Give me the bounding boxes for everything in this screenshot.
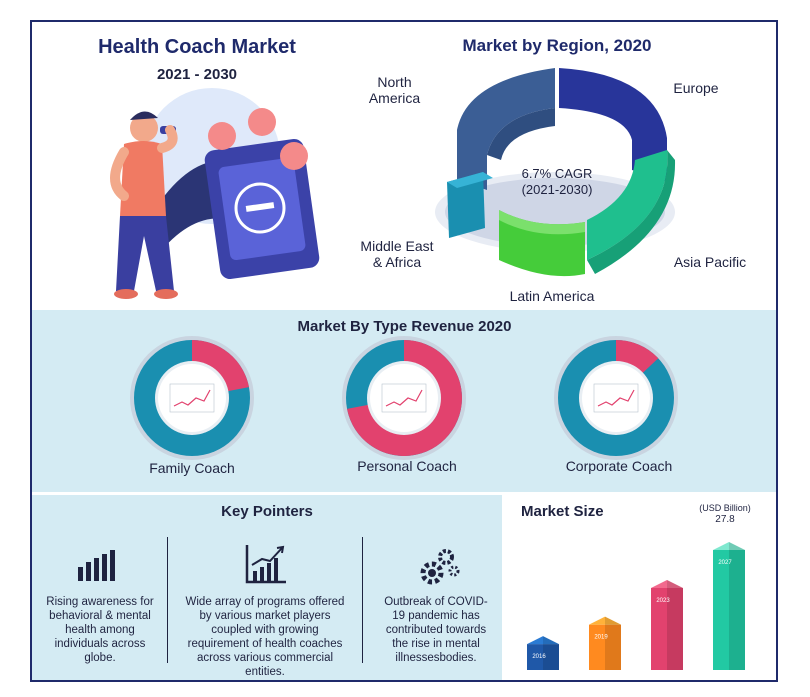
mini-chart-icon (169, 383, 215, 413)
page-title: Health Coach Market (98, 36, 296, 58)
bar-label-2027: 2027 (718, 560, 732, 566)
market-size-unit: (USD Billion) (699, 503, 751, 513)
bar-side-2023 (667, 579, 683, 670)
type-revenue-title: Market By Type Revenue 2020 (297, 318, 512, 335)
mini-chart-line (385, 389, 423, 407)
market-size-title: Market Size (521, 503, 604, 520)
pointer-divider-2 (362, 537, 363, 663)
growth-chart-icon (245, 545, 286, 584)
mini-chart-line (597, 389, 635, 407)
bar-2019 (589, 624, 621, 670)
top-section: Health Coach Market 2021 - 2030 (32, 22, 776, 307)
bar-label-2016: 2016 (532, 654, 546, 660)
infographic-frame: Health Coach Market 2021 - 2030 (30, 20, 778, 682)
pointer-text-3: Outbreak of COVID-19 pandemic has contri… (384, 596, 488, 664)
bar-top-2023 (651, 579, 683, 588)
pointer-text-2: Wide array of programs offered by variou… (185, 596, 345, 678)
bar-2027 (713, 550, 745, 670)
cagr-period: (2021-2030) (522, 182, 593, 197)
period-label: 2021 - 2030 (156, 66, 238, 83)
bar-chart-icon (78, 550, 115, 581)
mini-chart-icon (381, 383, 427, 413)
label-middle-east-africa: Middle East & Africa (342, 238, 452, 270)
bar-top-2027 (713, 542, 745, 550)
trainer-pants (116, 216, 174, 291)
label-personal-coach: Personal Coach (357, 458, 457, 474)
bar-side-2016 (543, 636, 559, 670)
heart-rate-icon (208, 122, 236, 150)
bar-2016 (527, 644, 559, 670)
bar-side-2027 (729, 542, 745, 670)
bar-label-2023: 2023 (656, 598, 670, 604)
segment-north-america (457, 68, 555, 190)
apple-icon (280, 142, 308, 170)
gears-icon (420, 549, 460, 585)
segment-asia-pacific (587, 150, 668, 260)
region-donut-chart: 6.7% CAGR (2021-2030) (435, 68, 676, 277)
market-size-bar-chart: 2016 2019 2023 2027 (527, 542, 745, 670)
segment-europe (559, 68, 667, 182)
water-drop-icon (248, 108, 276, 136)
bar-side-2019 (605, 616, 621, 670)
bar-2023 (651, 587, 683, 670)
market-size-value-2027: 27.8 (715, 514, 735, 525)
type-revenue-section: Market By Type Revenue 2020 Family Coach… (32, 310, 776, 492)
pointer-divider-1 (167, 537, 168, 663)
trainer-shirt (120, 141, 166, 216)
label-asia-pacific: Asia Pacific (673, 254, 747, 270)
dumbbell-icon (234, 182, 286, 234)
label-europe: Europe (673, 80, 719, 96)
mini-chart-line (173, 389, 211, 407)
label-north-america-line1: North (377, 74, 412, 90)
cagr-value: 6.7% CAGR (522, 166, 593, 181)
key-pointers-section: Key Pointers Rising awareness for behavi… (32, 495, 502, 680)
label-corporate-coach: Corporate Coach (565, 458, 673, 474)
type-donuts (130, 336, 678, 460)
bar-top-2019 (589, 616, 621, 625)
segment-middle-east-africa (447, 172, 485, 238)
market-size-section: Market Size (USD Billion) 27.8 2016 2019 2… (505, 495, 776, 680)
pointer-text-1: Rising awareness for behavioral & mental… (46, 596, 154, 664)
bar-top-2016 (527, 636, 559, 645)
mini-chart-icon (593, 383, 639, 413)
fitness-illustration (110, 88, 320, 299)
label-latin-america: Latin America (509, 288, 595, 304)
label-mea-line2: & Africa (372, 254, 422, 270)
key-pointers-title: Key Pointers (221, 503, 313, 520)
label-north-america-line2: America (368, 90, 421, 106)
label-family-coach: Family Coach (149, 460, 235, 476)
trainer-head (130, 114, 158, 142)
bar-label-2019: 2019 (594, 635, 608, 641)
label-mea-line1: Middle East (360, 238, 434, 254)
label-north-america: North America (352, 74, 437, 106)
region-title: Market by Region, 2020 (462, 36, 652, 55)
